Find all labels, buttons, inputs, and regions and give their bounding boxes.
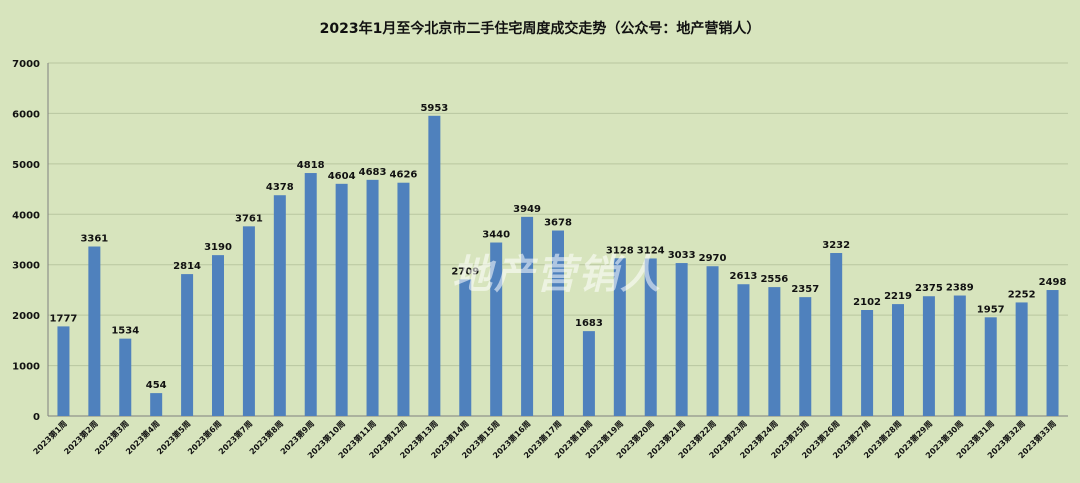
data-label: 3361 — [80, 234, 108, 245]
bar — [984, 317, 997, 416]
data-label: 2357 — [791, 284, 819, 295]
bar — [582, 331, 595, 416]
bar — [675, 263, 688, 416]
data-label: 4626 — [390, 170, 418, 181]
data-label: 1777 — [50, 313, 78, 324]
bar — [768, 287, 781, 416]
bar — [799, 297, 812, 416]
bar — [922, 296, 935, 416]
bar — [181, 274, 194, 416]
data-label: 4683 — [359, 167, 387, 178]
data-label: 2814 — [173, 261, 201, 272]
data-label: 2709 — [451, 266, 479, 277]
bar — [861, 309, 874, 416]
y-tick-label: 0 — [33, 412, 40, 423]
y-tick-label: 1000 — [12, 362, 40, 373]
data-label: 3440 — [482, 230, 510, 241]
bar — [242, 226, 255, 416]
y-tick-label: 5000 — [12, 160, 40, 171]
data-label: 4818 — [297, 160, 325, 171]
bar — [706, 266, 719, 416]
y-tick-label: 3000 — [12, 261, 40, 272]
data-label: 2970 — [699, 253, 727, 264]
y-tick-label: 6000 — [12, 109, 40, 120]
data-label: 2389 — [946, 283, 974, 294]
data-label: 1957 — [977, 304, 1005, 315]
data-label: 4604 — [328, 171, 356, 182]
chart-title: 2023年1月至今北京市二手住宅周度成交走势（公众号：地产营销人） — [319, 21, 761, 37]
data-label: 454 — [146, 380, 167, 391]
bar — [737, 284, 750, 416]
y-tick-label: 4000 — [12, 210, 40, 221]
data-label: 2102 — [853, 297, 881, 308]
bar — [613, 258, 626, 416]
bar — [88, 246, 101, 416]
bar — [892, 304, 904, 416]
bar — [1015, 302, 1028, 416]
bar — [212, 255, 224, 416]
y-tick-label: 2000 — [12, 311, 40, 322]
data-label: 2556 — [760, 274, 788, 285]
data-label: 3190 — [204, 242, 232, 253]
bar — [397, 182, 410, 416]
data-label: 2252 — [1008, 289, 1036, 300]
data-label: 3232 — [822, 240, 850, 251]
data-label: 3128 — [606, 245, 634, 256]
bar — [273, 195, 286, 416]
bar — [428, 115, 441, 417]
data-label: 3949 — [513, 204, 541, 215]
bar — [644, 258, 657, 416]
bar — [459, 279, 472, 416]
data-label: 5953 — [420, 103, 448, 114]
data-label: 3033 — [668, 250, 696, 261]
data-label: 4378 — [266, 182, 294, 193]
bar — [335, 183, 348, 416]
data-label: 2498 — [1039, 277, 1067, 288]
bar — [119, 338, 132, 416]
data-label: 2613 — [730, 271, 758, 282]
data-label: 1683 — [575, 318, 603, 329]
bar — [521, 216, 534, 416]
data-label: 3124 — [637, 245, 665, 256]
data-label: 2375 — [915, 283, 943, 294]
data-label: 3678 — [544, 218, 572, 229]
bar — [304, 173, 317, 416]
bar — [552, 230, 564, 416]
bar — [830, 253, 843, 416]
data-label: 3761 — [235, 213, 263, 224]
bar — [1046, 290, 1059, 416]
bar — [150, 393, 163, 416]
data-label: 2219 — [884, 291, 912, 302]
bar — [366, 179, 379, 416]
bar — [490, 242, 503, 416]
y-tick-label: 7000 — [12, 59, 40, 70]
data-label: 1534 — [111, 326, 139, 337]
bar — [57, 326, 70, 416]
bar — [953, 295, 966, 416]
